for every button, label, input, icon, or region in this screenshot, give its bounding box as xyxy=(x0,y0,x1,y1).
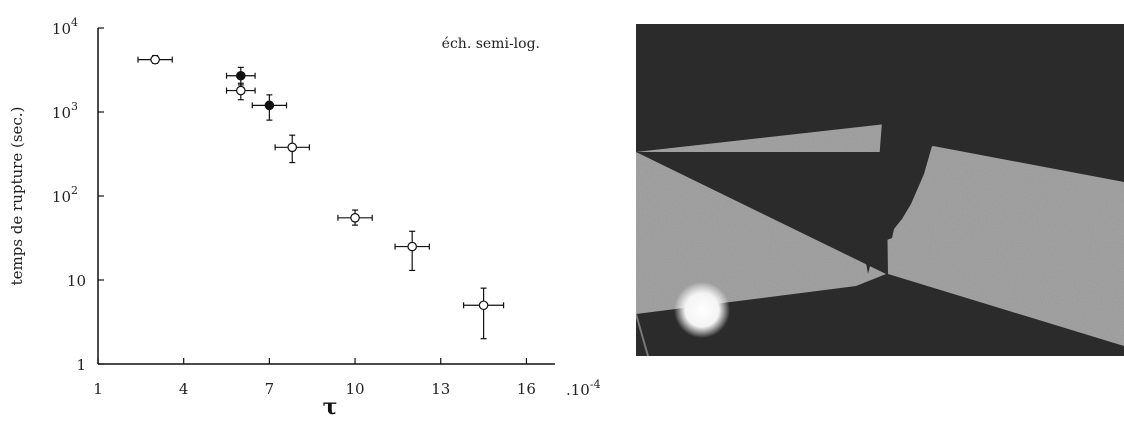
x-tick-label-2: 7 xyxy=(265,380,275,398)
x-tick-label-3: 10 xyxy=(346,380,365,398)
x-tick-label-5: 16 xyxy=(517,380,536,398)
x-scale-base: .10 xyxy=(566,381,590,399)
data-point-2 xyxy=(274,134,310,164)
data-point-4 xyxy=(394,230,430,272)
y-tick-label-3: 103 xyxy=(52,100,78,122)
x-scale-exponent: -4 xyxy=(590,378,601,391)
scatter-chart: 1 4 7 10 13 16 1 10 102 103 104 éch. semi-log. te… xyxy=(8,16,601,420)
data-point-1 xyxy=(225,82,256,101)
glare-spot xyxy=(674,282,730,338)
y-axis-title: temps de rupture (sec.) xyxy=(8,107,26,286)
x-tick-label-4: 13 xyxy=(431,380,450,398)
data-point-7 xyxy=(251,94,288,121)
crack-photo-image xyxy=(635,24,1124,357)
data-point-5 xyxy=(463,287,505,340)
sheet-edge xyxy=(635,313,649,357)
x-axis-title: τ xyxy=(323,394,338,420)
crack xyxy=(863,122,936,274)
x-ticks: 1 4 7 10 13 16 xyxy=(93,358,536,398)
y-tick-label-4: 104 xyxy=(52,16,78,38)
data-points xyxy=(137,54,505,340)
data-point-3 xyxy=(337,209,373,226)
annotation-label: éch. semi-log. xyxy=(442,36,540,52)
crack-photo xyxy=(635,24,1124,357)
x-tick-label-0: 1 xyxy=(93,380,103,398)
y-tick-label-1: 10 xyxy=(67,272,86,290)
x-tick-label-1: 4 xyxy=(179,380,189,398)
data-point-6 xyxy=(225,66,256,86)
y-ticks: 1 10 102 103 104 xyxy=(52,16,104,374)
y-tick-label-0: 1 xyxy=(76,356,86,374)
sheet xyxy=(636,124,1124,346)
x-scale-factor: .10-4 xyxy=(566,378,601,399)
data-point-0 xyxy=(137,54,173,65)
y-tick-label-2: 102 xyxy=(52,184,78,206)
